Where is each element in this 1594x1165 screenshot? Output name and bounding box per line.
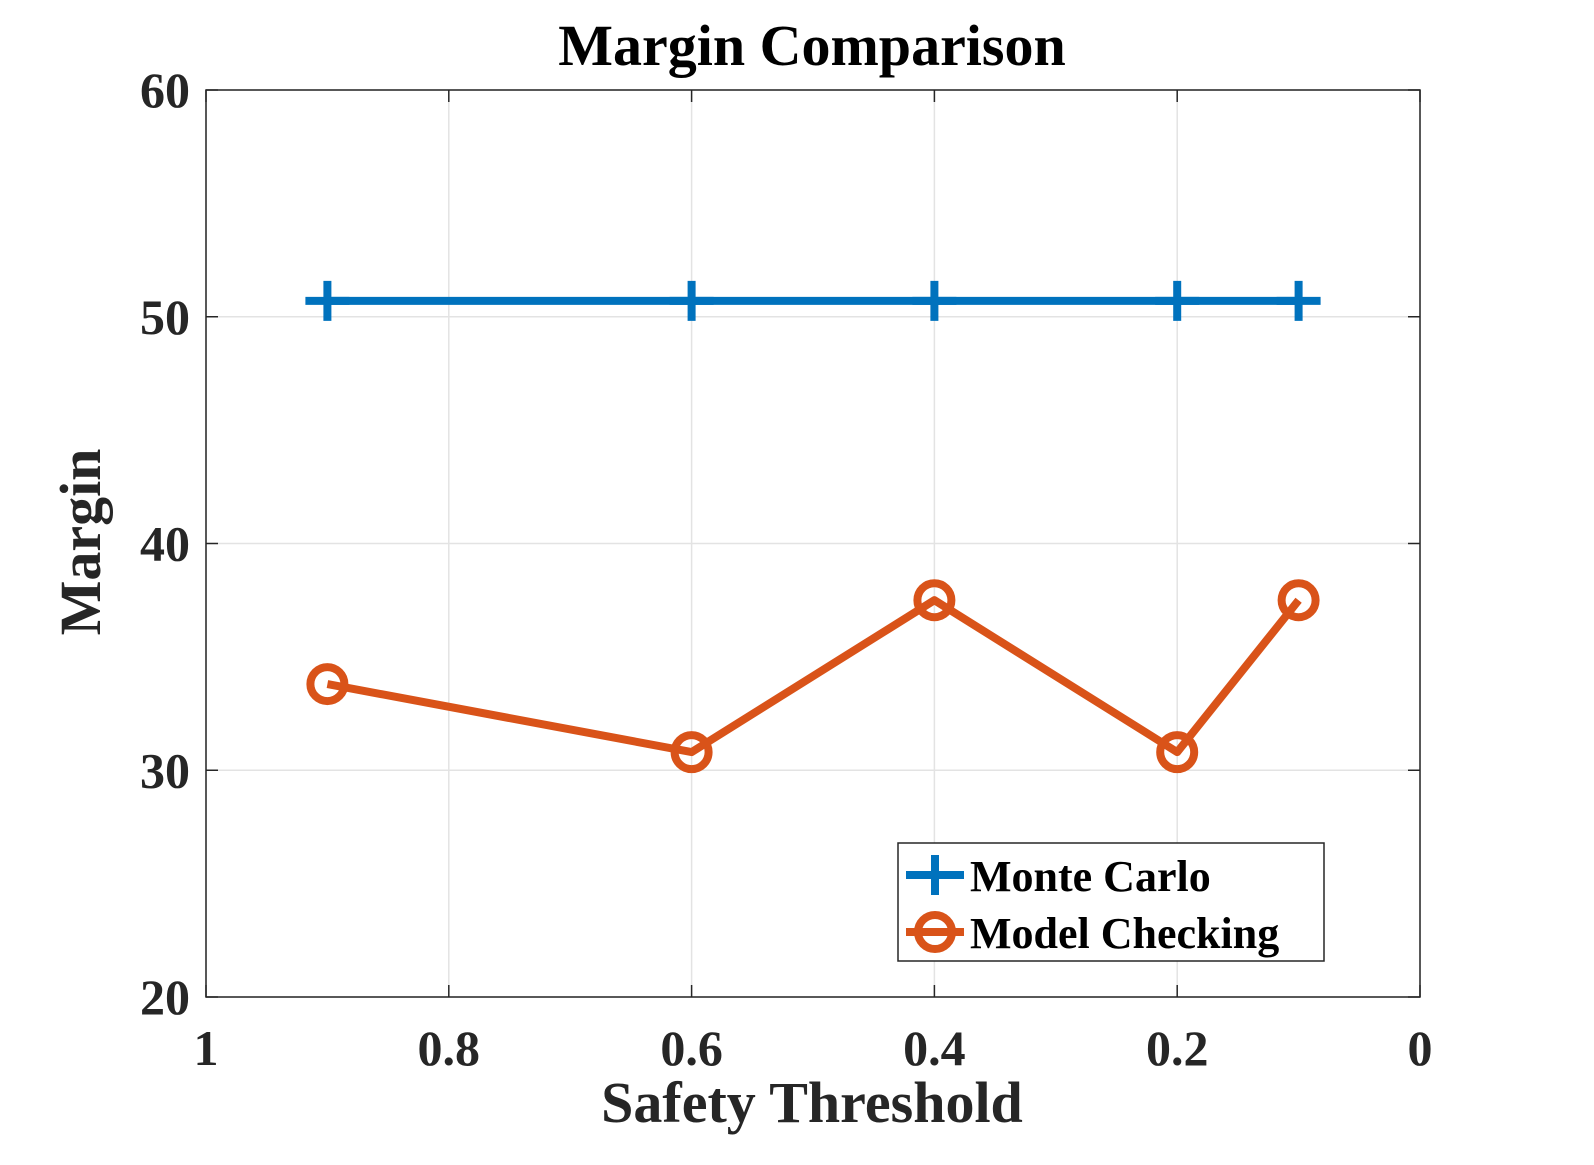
x-tick-label: 0.6 bbox=[660, 1020, 723, 1076]
data-point bbox=[1277, 579, 1320, 622]
x-tick-label: 0.4 bbox=[903, 1020, 966, 1076]
legend-marker bbox=[913, 855, 957, 895]
y-tick-label: 60 bbox=[140, 62, 190, 118]
legend-label: Monte Carlo bbox=[970, 852, 1211, 901]
y-tick-label: 50 bbox=[140, 289, 190, 345]
x-tick-label: 1 bbox=[194, 1020, 219, 1076]
y-axis-label: Margin bbox=[48, 449, 113, 636]
data-point bbox=[1276, 280, 1321, 321]
x-axis-label: Safety Threshold bbox=[601, 1070, 1023, 1135]
series-monte-carlo bbox=[305, 280, 1321, 321]
legend-entry: Monte Carlo bbox=[906, 852, 1211, 901]
x-tick-label: 0.8 bbox=[418, 1020, 481, 1076]
legend-label: Model Checking bbox=[970, 909, 1279, 958]
plot-frame bbox=[205, 89, 1421, 998]
x-tick-label: 0 bbox=[1408, 1020, 1433, 1076]
legend-box bbox=[897, 842, 1325, 962]
data-point bbox=[1155, 280, 1200, 321]
x-tick-label: 0.2 bbox=[1146, 1020, 1209, 1076]
data-point bbox=[1156, 731, 1199, 774]
y-tick-label: 20 bbox=[140, 969, 190, 1025]
data-point bbox=[305, 280, 350, 321]
tick-labels: 1 0.8 0.6 0.4 0.2 0 20 30 40 50 60 bbox=[140, 62, 1433, 1076]
data-point bbox=[670, 731, 713, 774]
axes bbox=[205, 89, 1421, 998]
data-point bbox=[912, 280, 957, 321]
data-point bbox=[913, 579, 956, 622]
data-series bbox=[305, 280, 1321, 774]
legend: Monte Carlo Model Checking bbox=[897, 842, 1325, 962]
series-model-checking bbox=[306, 579, 1320, 774]
legend-entry: Model Checking bbox=[906, 909, 1279, 958]
series-line bbox=[326, 596, 1302, 757]
data-point bbox=[306, 663, 349, 706]
y-tick-label: 40 bbox=[140, 516, 190, 572]
chart-title: Margin Comparison bbox=[558, 13, 1066, 78]
legend-marker bbox=[914, 911, 956, 953]
y-tick-label: 30 bbox=[140, 742, 190, 798]
data-point bbox=[669, 280, 714, 321]
